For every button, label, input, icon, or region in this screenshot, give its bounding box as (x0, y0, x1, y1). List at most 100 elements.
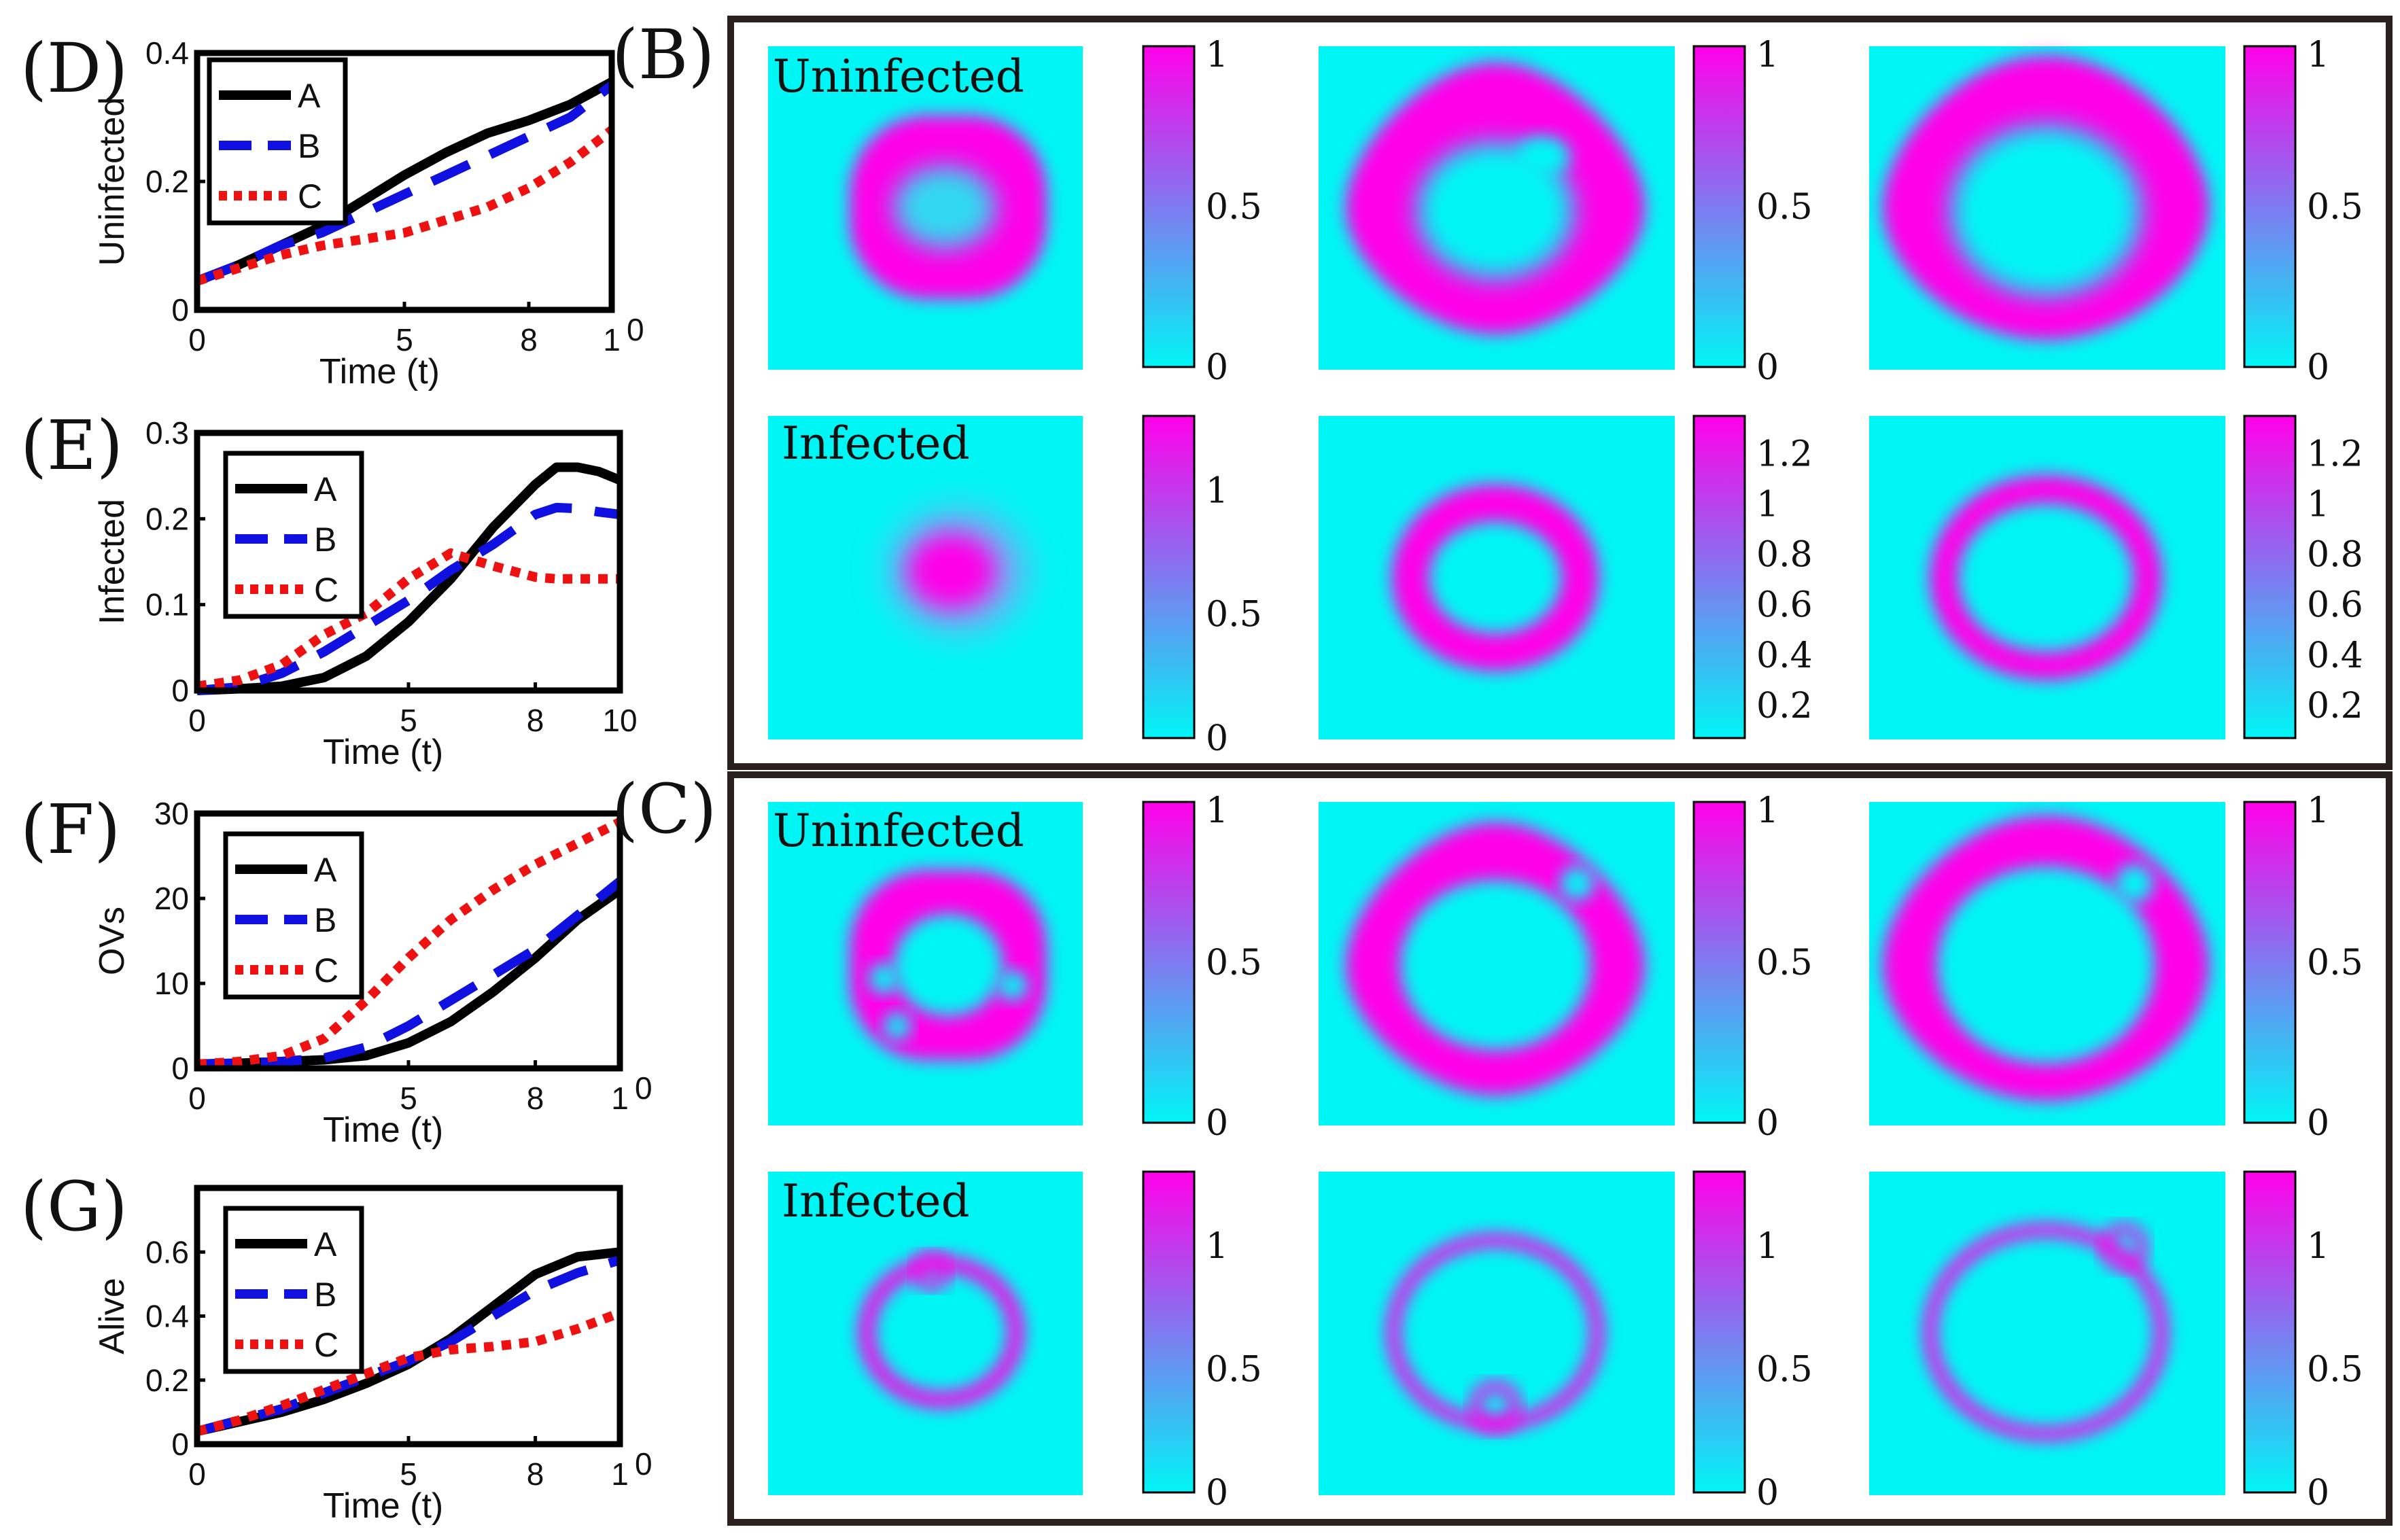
y-axis-label-d: Uninfected (92, 97, 132, 266)
heatmap-b-infected-1 (768, 416, 1083, 739)
colorbar-gradient (1142, 415, 1196, 739)
colorbar-tick-label: 0 (1206, 1103, 1228, 1144)
y-tick-label-d: 0 (171, 292, 189, 328)
colorbar-tick-label: 0.5 (2307, 943, 2363, 983)
colorbar-tick-label: 0.8 (2307, 535, 2363, 576)
x-axis-label-e: Time (t) (323, 733, 443, 772)
legend-label-e-c: C (314, 571, 338, 609)
label-b-uninfected: Uninfected (773, 50, 1024, 103)
legend-label-e-b: B (314, 521, 336, 559)
panel-label-g: (G) (20, 1167, 128, 1246)
panel-label-b: (B) (612, 15, 715, 94)
colorbar-b-bottom-3-1: 1.2 1 0.8 0.6 0.4 0.2 (2243, 415, 2363, 739)
colorbar-gradient (1692, 415, 1746, 739)
colorbar-gradient (2243, 1170, 2297, 1494)
label-c-infected: Infected (782, 1175, 970, 1227)
colorbar-tick-label: 0.6 (1756, 585, 1813, 626)
colorbar-tick-label: 0 (1756, 347, 1779, 388)
colorbar-tick-label: 0.5 (1206, 187, 1262, 228)
colorbar-tick-label: 0 (1756, 1103, 1779, 1144)
colorbar-gradient (1692, 45, 1746, 368)
colorbar-b-bottom-1-1: 10.50 (1142, 415, 1262, 759)
colorbar-gradient (1692, 1170, 1746, 1494)
x-tick-label-e: 8 (527, 703, 544, 738)
y-tick-label-f: 0 (171, 1051, 189, 1086)
colorbar-c-bottom-2: 10.50 (1692, 1170, 1813, 1513)
chart-e: 0 5 8 10 0.3 0.2 0.1 0 Time (t) Infected ABC (92, 415, 638, 772)
colorbar-c-top-1: 10.50 (1142, 790, 1262, 1144)
colorbar-b-top-1: 10.50 (1142, 35, 1262, 388)
x-tick-label-extra-f: 0 (635, 1070, 653, 1106)
x-tick-label-d: 5 (396, 322, 413, 357)
y-axis-label-f: OVs (92, 907, 132, 975)
panel-b-frame (727, 16, 2393, 770)
colorbar-tick-label: 1 (1206, 470, 1228, 511)
x-tick-label-g: 5 (400, 1456, 417, 1492)
label-c-uninfected: Uninfected (773, 805, 1024, 857)
colorbar-c-top-2: 10.50 (1692, 790, 1813, 1144)
y-tick-label-d: 0.2 (145, 164, 189, 199)
colorbar-tick-label: 1 (2307, 35, 2329, 75)
x-tick-label-e: 0 (188, 703, 206, 738)
colorbar-c-bottom-3: 10.50 (2243, 1170, 2363, 1513)
x-axis-label-f: Time (t) (323, 1110, 443, 1150)
series-line-d-b (195, 81, 615, 286)
y-tick-label-g: 0.2 (145, 1363, 189, 1398)
series-line-g-c (196, 1308, 622, 1436)
colorbar-tick-label: 0 (1206, 347, 1228, 388)
series-line-d-c (195, 126, 615, 286)
legend-label-d-a: A (298, 77, 321, 115)
panel-label-d: (D) (20, 29, 128, 108)
heatmap-c-uninfected-3 (1869, 802, 2225, 1125)
colorbar-tick-label: 1 (1206, 1226, 1228, 1267)
colorbar-tick-label: 1 (2307, 485, 2329, 525)
colorbar-tick-label: 0.2 (2307, 686, 2363, 727)
colorbar-tick-label: 0 (2307, 1103, 2329, 1144)
y-axis-label-g: Alive (92, 1278, 132, 1354)
x-tick-label-d: 1 (603, 322, 621, 357)
heatmap-c-infected-1 (768, 1172, 1083, 1495)
y-tick-label-g: 0.4 (145, 1299, 189, 1334)
legend-label-f-c: C (314, 951, 338, 990)
colorbar-tick-label: 1 (1756, 1226, 1779, 1267)
y-tick-label-f: 10 (154, 966, 189, 1001)
series-line-e-c (196, 548, 620, 691)
heatmap-b-uninfected-1 (768, 46, 1083, 370)
colorbar-tick-label: 0.5 (1206, 943, 1262, 983)
series-line-e-a (196, 462, 622, 695)
colorbar-tick-label: 0.5 (2307, 187, 2363, 228)
panel-label-f: (F) (20, 790, 120, 869)
x-tick-label-extra-d: 0 (627, 312, 644, 347)
colorbar-tick-label: 0.5 (1756, 943, 1813, 983)
colorbar-tick-label: 0.6 (2307, 585, 2363, 626)
legend-label-g-a: A (314, 1225, 337, 1263)
colorbar-tick-label: 1.2 (1756, 434, 1813, 475)
panel-c-maps (768, 802, 2225, 1495)
colorbar-tick-label: 0.8 (1756, 535, 1813, 576)
x-tick-label-f: 5 (400, 1081, 417, 1116)
x-tick-label-g: 8 (527, 1456, 544, 1492)
legend-label-f-b: B (314, 901, 336, 939)
colorbar-b-top-2: 10.50 (1692, 35, 1813, 388)
heatmap-b-uninfected-3 (1869, 46, 2225, 370)
colorbars: 10.5010.5010.5010.501.210.80.60.40.21.21… (1142, 35, 2363, 1513)
y-axis-label-e: Infected (92, 499, 132, 625)
x-axis-label-g: Time (t) (323, 1486, 443, 1526)
legend-label-e-a: A (314, 470, 337, 508)
y-tick-label-f: 30 (154, 796, 189, 831)
heatmap-b-infected-3 (1869, 416, 2225, 739)
y-tick-label-d: 0.4 (145, 35, 189, 71)
colorbar-b-bottom-2-1: 1.2 1 0.8 0.6 0.4 0.2 (1692, 415, 1813, 739)
colorbar-gradient (2243, 45, 2297, 368)
y-tick-label-e: 0.3 (145, 415, 189, 451)
label-b-infected: Infected (782, 417, 970, 470)
series-line-f-c (196, 818, 623, 1069)
legend-label-g-c: C (314, 1326, 338, 1364)
x-tick-label-g: 1 (611, 1456, 629, 1492)
colorbar-gradient (1142, 45, 1196, 368)
panel-label-c: (C) (612, 769, 717, 849)
